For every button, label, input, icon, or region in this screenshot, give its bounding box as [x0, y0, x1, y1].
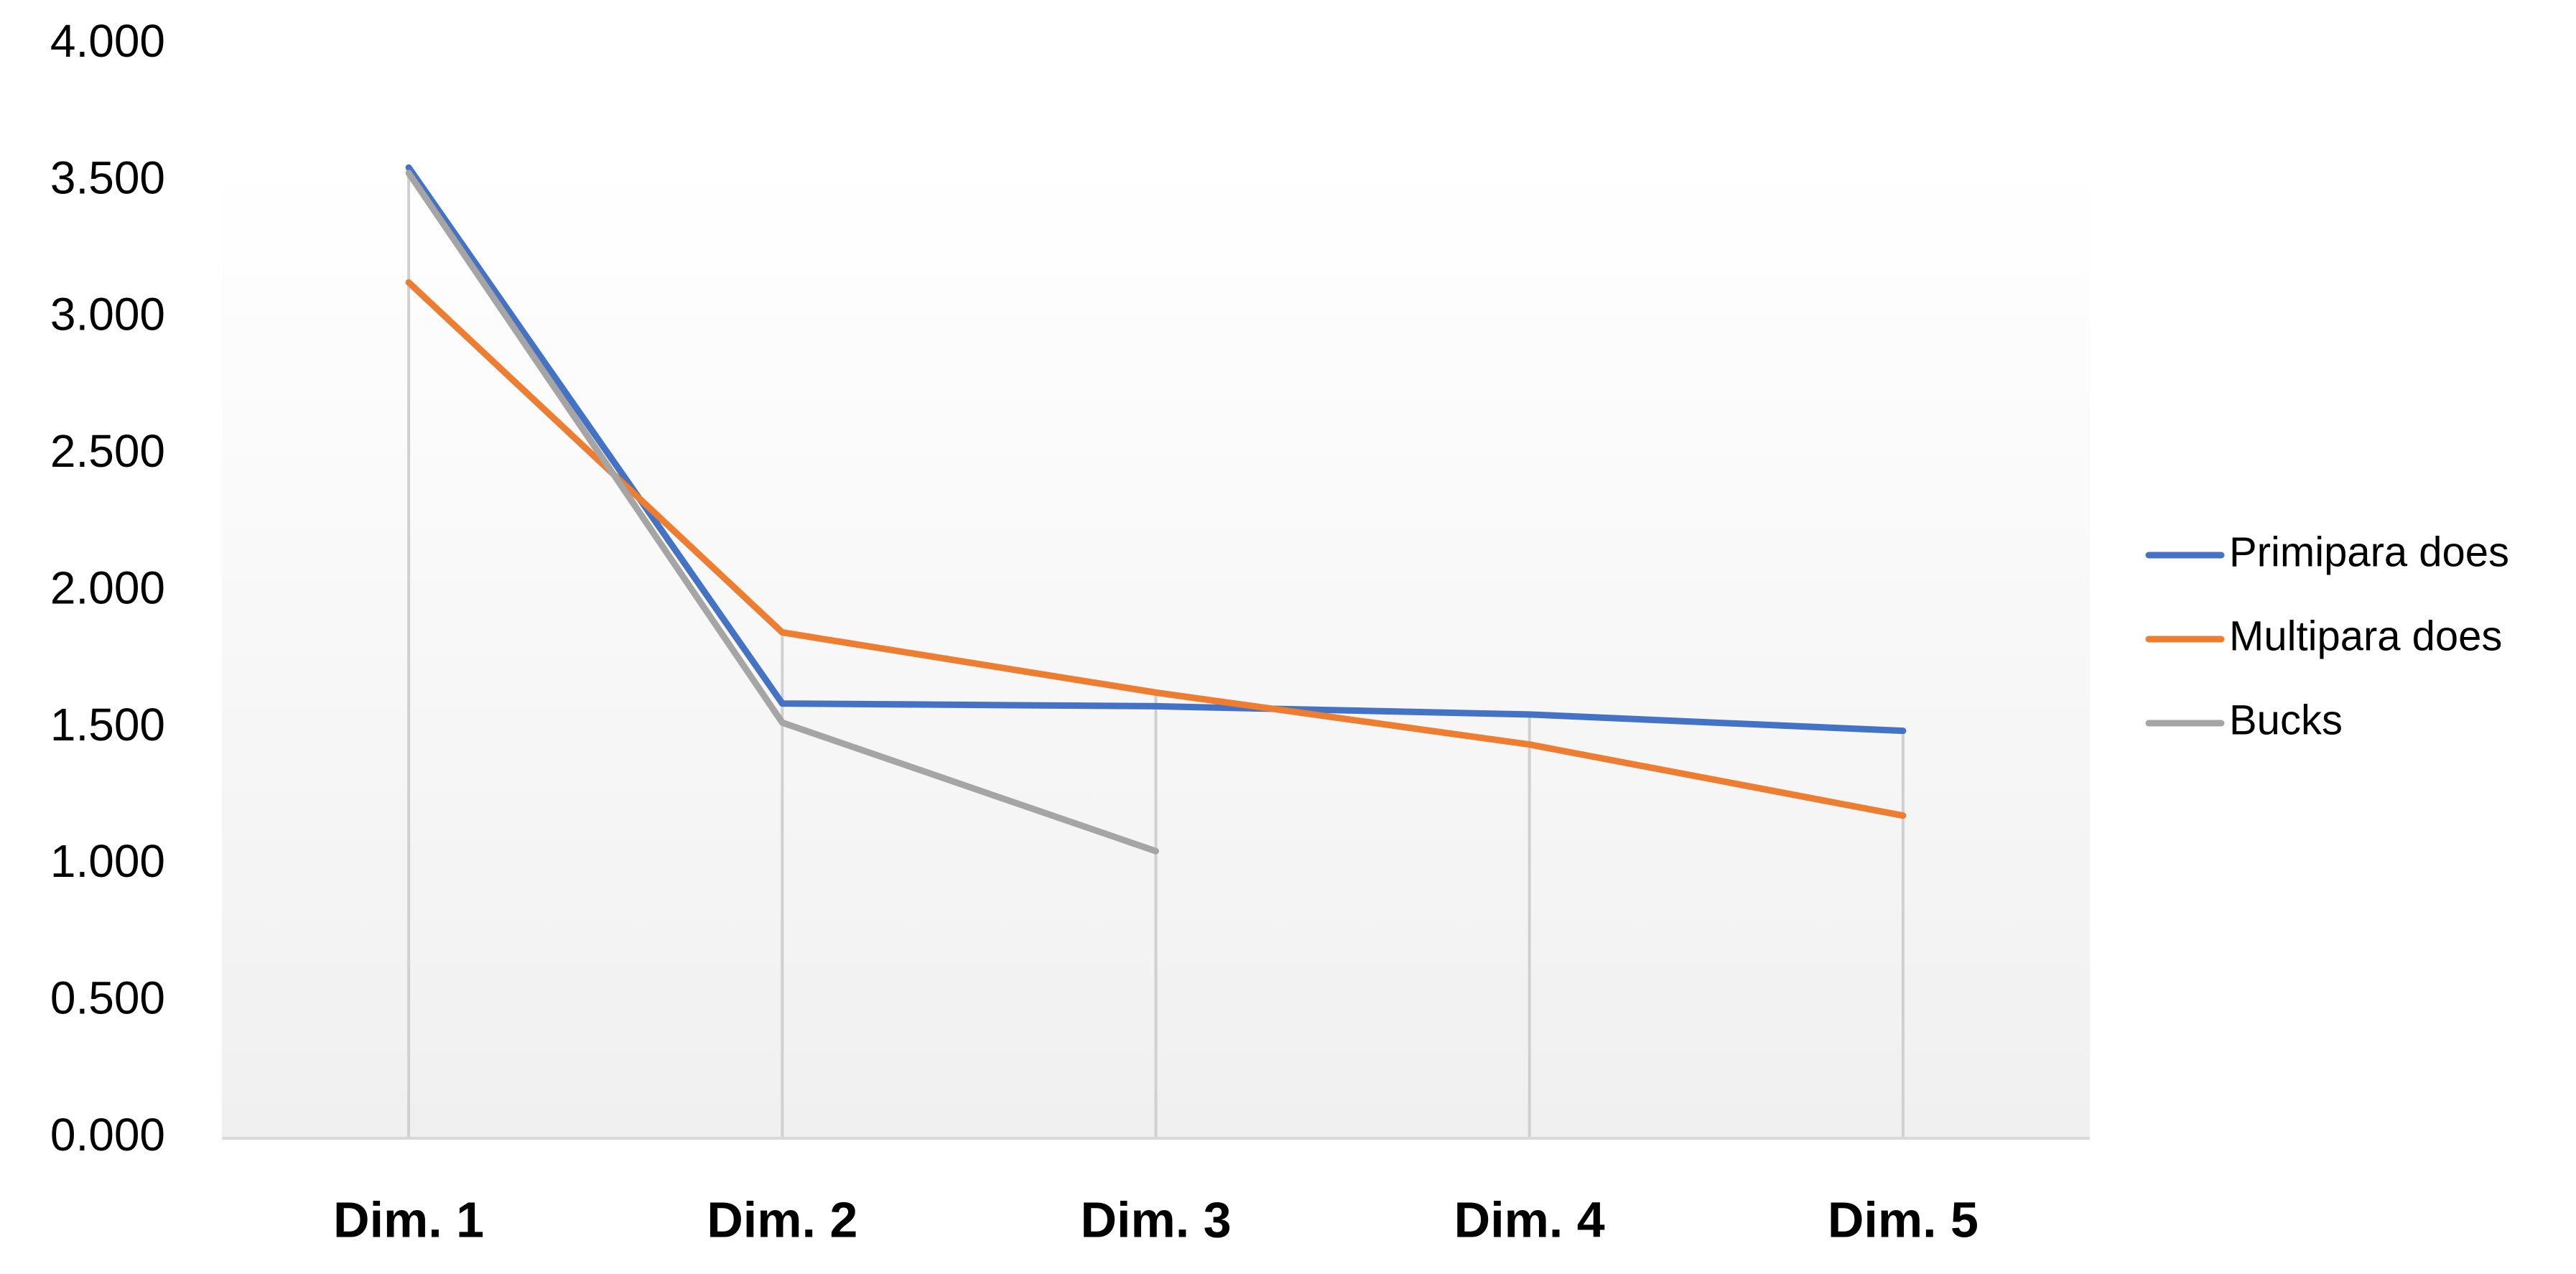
y-tick-label: 1.500	[50, 699, 165, 750]
y-tick-label: 2.000	[50, 562, 165, 613]
series-line	[405, 169, 1159, 855]
y-tick-label: 0.000	[50, 1109, 165, 1161]
y-tick-label: 2.500	[50, 425, 165, 477]
series-line	[405, 279, 1907, 819]
series-line	[405, 164, 1907, 735]
x-tick-label: Dim. 1	[333, 1191, 484, 1247]
legend-label: Bucks	[2229, 697, 2343, 743]
y-tick-label: 4.000	[50, 15, 165, 67]
x-tick-label: Dim. 2	[707, 1191, 857, 1247]
legend-label: Primipara does	[2229, 529, 2509, 575]
x-tick-label: Dim. 5	[1828, 1191, 1979, 1247]
y-tick-label: 1.000	[50, 835, 165, 887]
y-tick-label: 3.500	[50, 152, 165, 203]
x-tick-label: Dim. 4	[1454, 1191, 1605, 1247]
legend-label: Multipara does	[2229, 613, 2502, 659]
y-tick-label: 3.000	[50, 289, 165, 340]
y-tick-label: 0.500	[50, 972, 165, 1024]
x-tick-label: Dim. 3	[1080, 1191, 1231, 1247]
